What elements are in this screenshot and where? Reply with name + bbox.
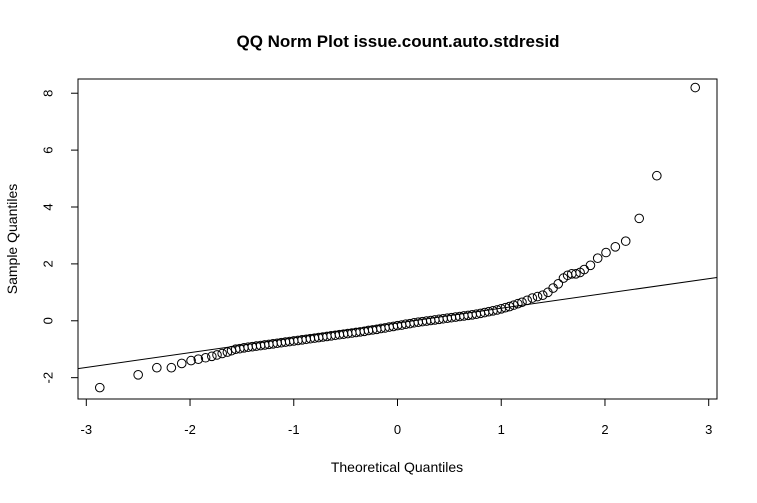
data-point	[166, 362, 177, 373]
data-point	[513, 298, 523, 309]
data-point	[508, 300, 519, 310]
x-tick-label: 0	[394, 422, 401, 437]
data-point	[537, 290, 548, 300]
data-point	[504, 301, 515, 312]
x-tick-label: 2	[601, 422, 608, 437]
data-point	[553, 279, 564, 289]
y-tick-label: -2	[41, 372, 56, 384]
data-point	[207, 351, 217, 362]
data-point	[592, 253, 603, 264]
y-tick-label: 0	[41, 317, 56, 324]
chart-title: QQ Norm Plot issue.count.auto.stdresid	[236, 32, 559, 51]
data-point	[585, 260, 596, 271]
data-point	[186, 355, 196, 366]
data-point	[94, 382, 105, 393]
data-point	[176, 358, 187, 369]
y-tick-label: 4	[41, 203, 56, 210]
data-point	[652, 170, 662, 181]
x-axis: -3 -2 -1 0 1 2 3	[81, 398, 712, 437]
y-axis-label: Sample Quantiles	[4, 184, 20, 295]
data-point	[133, 370, 143, 380]
y-axis: -2 0 2 4 6 8	[41, 90, 79, 384]
data-point	[200, 352, 211, 363]
data-point	[193, 354, 204, 364]
x-tick-label: 3	[705, 422, 712, 437]
data-point	[620, 236, 631, 246]
y-tick-label: 8	[41, 90, 56, 97]
data-point	[522, 295, 532, 306]
data-point	[222, 347, 233, 357]
data-point	[212, 350, 222, 360]
data-point	[610, 242, 621, 252]
data-point	[517, 297, 527, 308]
data-point	[217, 348, 227, 359]
plot-area	[77, 82, 718, 393]
y-tick-label: 2	[41, 260, 56, 267]
x-tick-label: -1	[288, 422, 300, 437]
data-point	[152, 362, 162, 373]
x-tick-label: 1	[498, 422, 505, 437]
x-axis-label: Theoretical Quantiles	[331, 459, 463, 475]
data-point	[601, 247, 611, 258]
x-tick-label: -3	[81, 422, 93, 437]
data-point	[634, 213, 644, 224]
data-point	[527, 293, 538, 303]
x-tick-label: -2	[184, 422, 196, 437]
data-point	[690, 82, 701, 93]
y-tick-label: 6	[41, 146, 56, 153]
data-point	[571, 269, 581, 279]
data-point	[532, 291, 543, 302]
